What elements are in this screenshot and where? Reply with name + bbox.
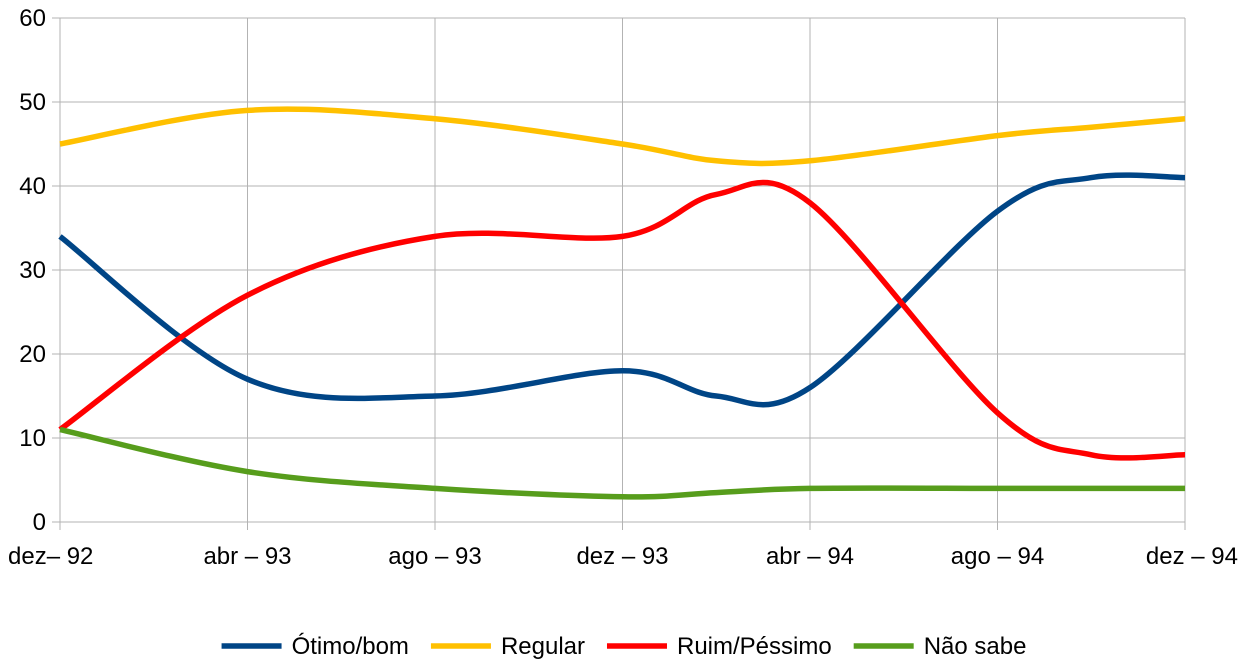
- series-lines: [58, 106, 1186, 500]
- series-line-regular: [59, 106, 1186, 167]
- x-tick-label: dez – 94: [1146, 543, 1238, 570]
- y-tick-label: 30: [19, 257, 46, 284]
- x-tick-label: dez– 92: [8, 543, 93, 570]
- series-line-otimo-bom: [58, 172, 1186, 408]
- legend-item-ruim-pessimo: Ruim/Péssimo: [606, 633, 832, 660]
- legend-label: Ruim/Péssimo: [677, 633, 832, 660]
- legend: Ótimo/bom Regular Ruim/Péssimo Não sabe: [221, 633, 1027, 660]
- x-tick-label: abr – 93: [203, 543, 291, 570]
- y-tick-label: 10: [19, 425, 46, 452]
- series-line-ruim-pessimo: [58, 179, 1186, 461]
- legend-label: Regular: [501, 633, 585, 660]
- legend-item-otimo-bom: Ótimo/bom: [221, 633, 409, 660]
- series-line-nao-sabe: [59, 426, 1185, 500]
- legend-label: Ótimo/bom: [292, 633, 409, 660]
- y-tick-label: 0: [33, 509, 46, 536]
- grid: [60, 17, 1186, 522]
- x-tick-label: abr – 94: [766, 543, 854, 570]
- axes: 0 10 20 30 40 50 60 dez– 92 abr – 93 ago – 93 dez …: [8, 5, 1238, 570]
- x-tick-label: dez – 93: [576, 543, 668, 570]
- x-tick-label: ago – 93: [388, 543, 481, 570]
- legend-item-nao-sabe: Não sabe: [853, 633, 1027, 660]
- y-tick-label: 60: [19, 5, 46, 32]
- legend-item-regular: Regular: [430, 633, 585, 660]
- y-tick-label: 40: [19, 173, 46, 200]
- legend-label: Não sabe: [924, 633, 1027, 660]
- y-tick-label: 20: [19, 341, 46, 368]
- x-tick-label: ago – 94: [951, 543, 1044, 570]
- y-tick-label: 50: [19, 89, 46, 116]
